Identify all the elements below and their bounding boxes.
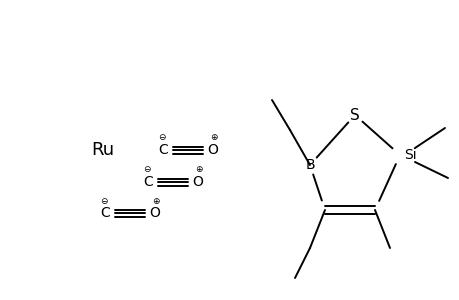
Text: ⊖: ⊖ xyxy=(143,166,151,175)
Text: ⊖: ⊖ xyxy=(100,196,107,206)
Text: B: B xyxy=(304,158,314,172)
Text: ⊕: ⊕ xyxy=(152,196,159,206)
Text: C: C xyxy=(100,206,110,220)
Text: O: O xyxy=(207,143,218,157)
Text: O: O xyxy=(149,206,160,220)
Text: ⊖: ⊖ xyxy=(158,134,165,142)
Text: Si: Si xyxy=(403,148,416,162)
Text: ⊕: ⊕ xyxy=(210,134,217,142)
Text: C: C xyxy=(143,175,152,189)
Text: Ru: Ru xyxy=(91,141,114,159)
Text: S: S xyxy=(349,107,359,122)
Text: ⊕: ⊕ xyxy=(195,166,202,175)
Text: O: O xyxy=(192,175,203,189)
Text: C: C xyxy=(158,143,168,157)
